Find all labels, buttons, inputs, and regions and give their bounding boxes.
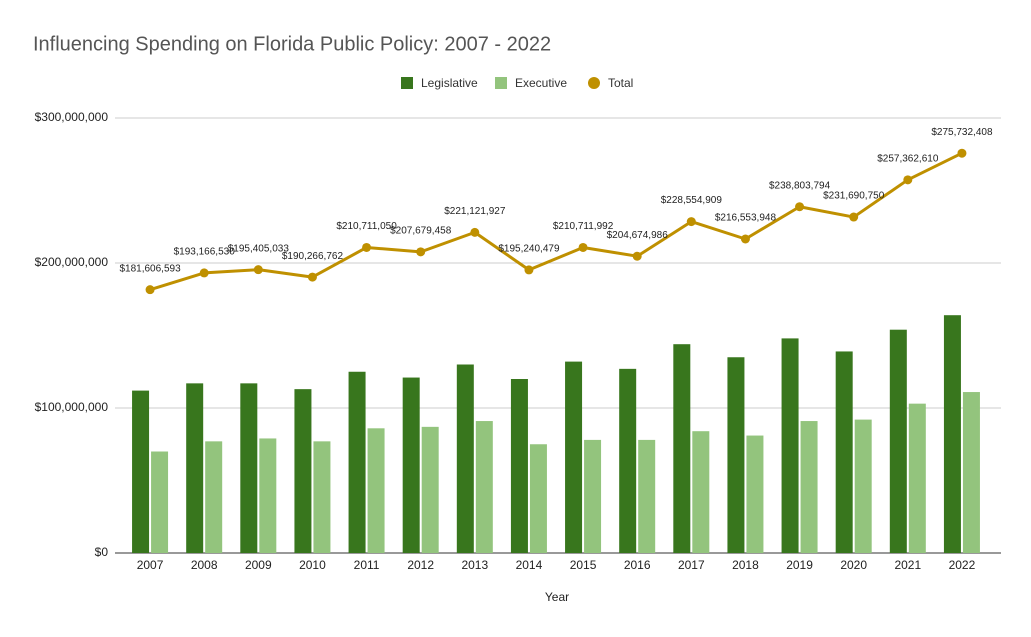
data-label: $204,674,986 [607, 230, 669, 241]
legend-label: Legislative [421, 76, 478, 90]
legend-label: Executive [515, 76, 567, 90]
data-label: $221,121,927 [444, 206, 506, 217]
line-marker [578, 242, 588, 252]
x-tick-label: 2016 [624, 558, 651, 572]
bar [854, 419, 872, 553]
bar [638, 439, 656, 553]
line-marker [632, 251, 642, 261]
line-marker [470, 227, 480, 237]
bar [746, 435, 764, 553]
line-marker [253, 265, 263, 275]
line-marker [416, 247, 426, 257]
bar [421, 426, 439, 553]
legend-swatch [588, 77, 600, 89]
bar [205, 441, 223, 553]
chart-title: Influencing Spending on Florida Public P… [33, 33, 551, 55]
bar [619, 368, 637, 553]
bar [584, 439, 602, 553]
line-marker [199, 268, 209, 278]
bar [259, 438, 277, 553]
line-marker [145, 285, 155, 295]
bar [800, 421, 818, 553]
y-tick-label: $0 [95, 545, 109, 559]
y-tick-label: $300,000,000 [35, 110, 109, 124]
line-marker [903, 175, 913, 185]
bar [692, 431, 710, 553]
legend-label: Total [608, 76, 633, 90]
bar [186, 383, 204, 553]
data-label: $190,266,762 [282, 251, 344, 262]
line-marker [849, 212, 859, 222]
bar [151, 451, 169, 553]
data-label: $210,711,050 [336, 221, 397, 232]
bar [294, 389, 312, 553]
y-tick-label: $200,000,000 [35, 255, 109, 269]
x-tick-label: 2007 [137, 558, 164, 572]
line [149, 151, 963, 292]
bar [835, 351, 853, 553]
data-label: $195,240,479 [498, 244, 560, 255]
data-label: $257,362,610 [877, 153, 939, 164]
bar [367, 428, 385, 553]
bar [673, 344, 691, 553]
x-tick-label: 2008 [191, 558, 218, 572]
data-label: $228,554,909 [661, 195, 723, 206]
x-axis-title: Year [545, 590, 569, 604]
line-marker [795, 202, 805, 212]
x-tick-label: 2020 [840, 558, 867, 572]
bar [456, 364, 474, 553]
bar [475, 421, 493, 553]
bar [402, 377, 420, 553]
bar [348, 371, 366, 553]
data-label: $216,553,948 [715, 213, 777, 224]
bar [240, 383, 258, 553]
bar [908, 403, 926, 553]
line-marker [307, 272, 317, 282]
data-label: $207,679,458 [390, 226, 452, 237]
legend-swatch [401, 77, 413, 89]
line-marker [740, 234, 750, 244]
x-tick-label: 2017 [678, 558, 705, 572]
x-tick-label: 2013 [461, 558, 488, 572]
data-label: $275,732,408 [931, 127, 993, 138]
x-tick-label: 2022 [949, 558, 976, 572]
bar [529, 444, 547, 553]
data-label: $195,405,033 [228, 243, 290, 254]
line-marker [686, 217, 696, 227]
legend-swatch [495, 77, 507, 89]
bar [132, 390, 150, 553]
data-label: $181,606,593 [119, 263, 181, 274]
bar [727, 357, 745, 553]
bar [510, 379, 528, 553]
x-tick-label: 2011 [354, 558, 380, 572]
bar [313, 441, 331, 553]
bar [889, 329, 907, 553]
line-marker [524, 265, 534, 275]
x-tick-label: 2019 [786, 558, 813, 572]
data-label: $231,690,750 [823, 191, 885, 202]
data-label: $238,803,794 [769, 180, 831, 191]
bar [781, 338, 799, 553]
x-tick-label: 2012 [407, 558, 434, 572]
line-marker [362, 242, 372, 252]
x-tick-label: 2014 [516, 558, 543, 572]
x-tick-label: 2015 [570, 558, 597, 572]
x-tick-label: 2009 [245, 558, 272, 572]
y-tick-label: $100,000,000 [35, 400, 109, 414]
bar [943, 315, 961, 553]
x-tick-label: 2018 [732, 558, 759, 572]
bar [962, 392, 980, 553]
line-marker [957, 148, 967, 158]
x-tick-label: 2021 [894, 558, 921, 572]
bar [565, 361, 583, 553]
data-label: $193,166,530 [174, 247, 236, 258]
data-label: $210,711,992 [553, 221, 614, 232]
x-tick-label: 2010 [299, 558, 326, 572]
